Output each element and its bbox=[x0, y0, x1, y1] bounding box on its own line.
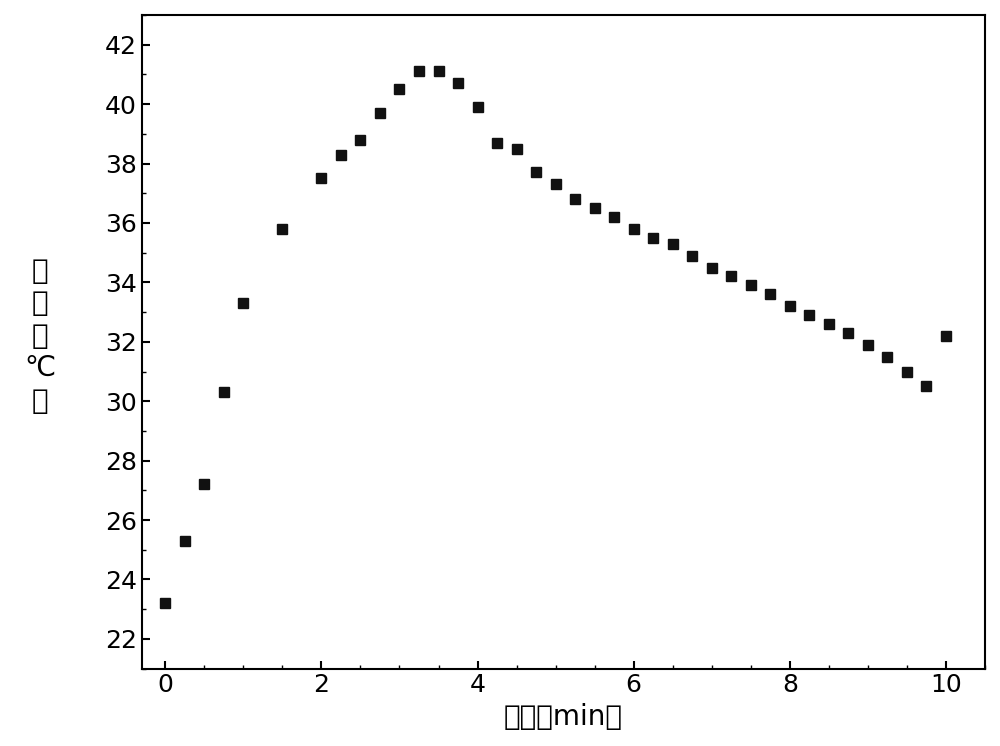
Text: 温
度
（
℃
）: 温 度 （ ℃ ） bbox=[24, 257, 56, 415]
X-axis label: 时间（min）: 时间（min） bbox=[504, 703, 623, 731]
